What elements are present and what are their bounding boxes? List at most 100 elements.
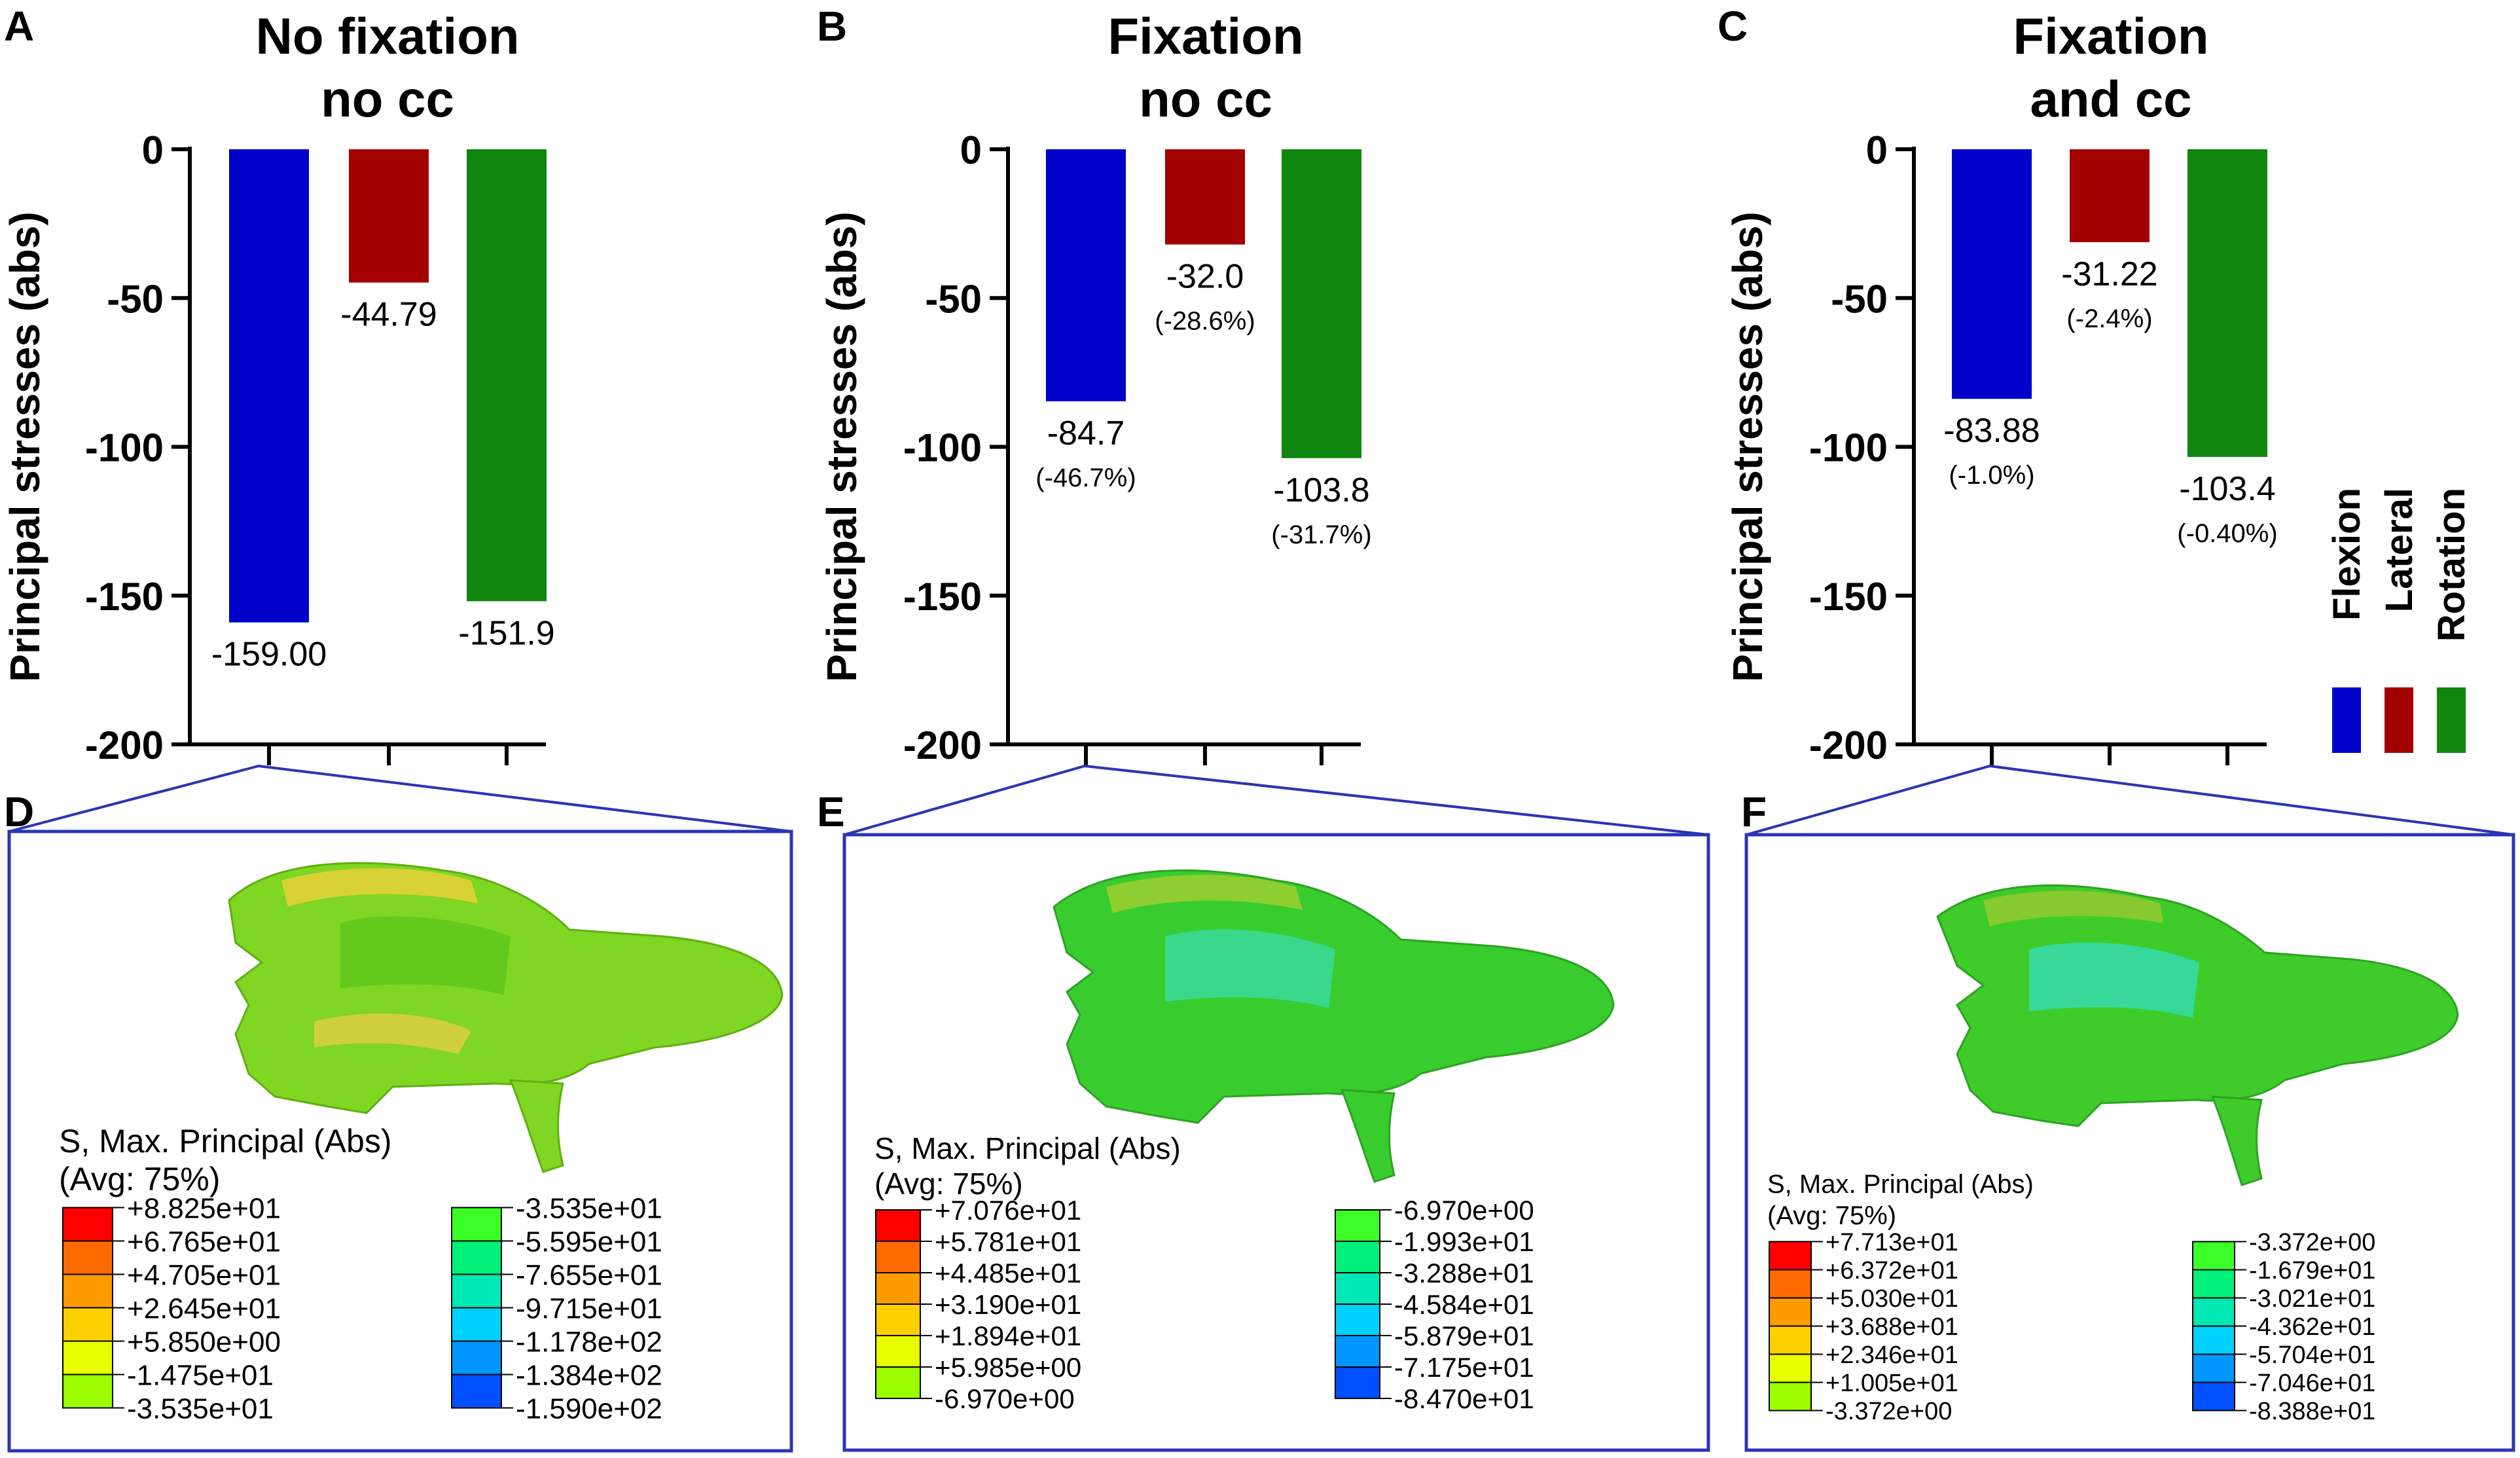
contour-value-label: -7.655e+01	[516, 1259, 662, 1291]
panel-letter-b: B	[817, 3, 847, 50]
bar-flexion	[1952, 149, 2032, 399]
contour-value-label: +5.030e+01	[1826, 1285, 1958, 1313]
contour-swatch-left	[62, 1340, 113, 1376]
connector-line	[844, 764, 1709, 836]
contour-value-label: -7.046e+01	[2249, 1370, 2375, 1397]
contour-value-label: -3.535e+01	[127, 1393, 274, 1425]
contour-value-label: +6.372e+01	[1826, 1257, 1958, 1285]
contour-value-label: +5.781e+01	[935, 1226, 1081, 1257]
bar-percent-label: (-46.7%)	[1035, 464, 1136, 492]
contour-swatch-left	[62, 1207, 113, 1242]
contour-value-label: -1.679e+01	[2249, 1257, 2375, 1285]
vertebra-model-d	[228, 862, 783, 1173]
contour-value-label: -3.372e+00	[1826, 1398, 1952, 1425]
contour-swatch-right	[451, 1240, 502, 1275]
contour-value-label: +6.765e+01	[127, 1226, 281, 1258]
contour-swatch-right	[1335, 1272, 1380, 1305]
contour-value-label: -5.704e+01	[2249, 1341, 2375, 1369]
contour-swatch-left	[1769, 1269, 1812, 1299]
contour-swatch-right	[451, 1307, 502, 1342]
contour-value-label: -7.175e+01	[1394, 1352, 1534, 1383]
bar-flexion	[229, 149, 309, 623]
contour-swatch-right	[451, 1207, 502, 1242]
contour-swatch-right	[2192, 1381, 2235, 1412]
bar-value-label: -83.88	[1943, 412, 2040, 450]
bar-value-label: -159.00	[211, 636, 327, 674]
legend-label-flexion: Flexion	[2326, 488, 2368, 621]
y-tick-label: -200	[85, 723, 164, 767]
contour-swatch-left	[62, 1307, 113, 1342]
contour-swatch-right	[1335, 1241, 1380, 1273]
contour-value-label: -4.362e+01	[2249, 1313, 2375, 1341]
y-tick-label: -100	[903, 426, 982, 470]
contour-value-label: +3.688e+01	[1826, 1313, 1958, 1341]
contour-swatch-left	[875, 1272, 921, 1305]
bar-value-label: -31.22	[2061, 255, 2157, 293]
contour-value-label: +5.985e+00	[935, 1352, 1081, 1383]
bar-percent-label: (-28.6%)	[1155, 306, 1255, 335]
panel-letter-d: D	[4, 788, 34, 835]
contour-value-label: -5.595e+01	[516, 1226, 662, 1258]
contour-title: S, Max. Principal (Abs)	[874, 1131, 1181, 1165]
bar-value-label: -103.4	[2179, 470, 2275, 508]
chart-title-line: no cc	[321, 70, 454, 128]
contour-swatch-right	[2192, 1325, 2235, 1355]
contour-swatch-left	[1769, 1297, 1812, 1327]
contour-swatch-left	[1769, 1325, 1812, 1355]
vertebra-model-e	[1053, 869, 1615, 1183]
contour-swatch-right	[1335, 1366, 1380, 1399]
bar-percent-label: (-0.40%)	[2177, 519, 2277, 548]
contour-value-label: +3.190e+01	[935, 1289, 1081, 1320]
y-tick-label: -50	[107, 277, 164, 321]
detail-frame	[7, 829, 793, 1453]
bar-rotation	[2187, 149, 2267, 457]
chart-title-line: no cc	[1139, 70, 1272, 128]
bar-legend: Flexion Lateral Rotation	[2326, 488, 2473, 753]
contour-value-label: -1.993e+01	[1394, 1226, 1534, 1257]
bar-rotation	[1282, 149, 1361, 458]
y-tick-label: -200	[903, 723, 982, 767]
contour-swatch-right	[451, 1374, 502, 1409]
contour-swatch-right	[1335, 1335, 1380, 1368]
legend-swatch-lateral	[2385, 687, 2413, 753]
contour-swatch-left	[1769, 1353, 1812, 1383]
y-tick-label: -150	[1809, 575, 1888, 619]
contour-average: (Avg: 75%)	[874, 1167, 1023, 1201]
y-tick-label: -50	[925, 277, 982, 321]
contour-value-label: -8.388e+01	[2249, 1398, 2375, 1425]
contour-swatch-right	[2192, 1353, 2235, 1383]
contour-swatch-right	[2192, 1269, 2235, 1299]
contour-value-label: +7.076e+01	[935, 1195, 1081, 1226]
contour-value-label: -6.970e+00	[1394, 1195, 1534, 1226]
vertebra-model-f	[1936, 884, 2459, 1186]
zoom-connectors	[7, 764, 2515, 1453]
contour-swatch-left	[62, 1273, 113, 1309]
contour-average: (Avg: 75%)	[1767, 1201, 1896, 1230]
legend-label-rotation: Rotation	[2430, 488, 2473, 642]
panel-letter-c: C	[1718, 3, 1748, 50]
legend-swatch-rotation	[2437, 687, 2466, 753]
contour-value-label: -3.535e+01	[516, 1192, 662, 1224]
contour-value-label: +5.850e+00	[127, 1326, 281, 1358]
contour-value-label: -1.590e+02	[516, 1393, 662, 1425]
contour-swatch-left	[875, 1303, 921, 1336]
bar-percent-label: (-31.7%)	[1271, 520, 1371, 549]
contour-value-label: +8.825e+01	[127, 1192, 281, 1224]
y-axis-label: Principal stresses (abs)	[1724, 211, 1771, 682]
contour-swatch-right	[451, 1273, 502, 1309]
connector-line	[9, 764, 792, 833]
bar-value-label: -32.0	[1166, 257, 1244, 295]
contour-title: S, Max. Principal (Abs)	[1767, 1170, 2034, 1199]
y-tick-label: 0	[960, 128, 982, 172]
legend-swatch-flexion	[2332, 687, 2361, 753]
contour-swatch-left	[875, 1335, 921, 1368]
bar-percent-label: (-1.0%)	[1949, 461, 2034, 490]
y-tick-label: -50	[1831, 277, 1888, 321]
contour-value-label: -3.372e+00	[2249, 1229, 2375, 1256]
connector-line	[1746, 764, 2514, 836]
contour-value-label: -3.288e+01	[1394, 1258, 1534, 1288]
contour-value-label: +4.485e+01	[935, 1258, 1081, 1288]
